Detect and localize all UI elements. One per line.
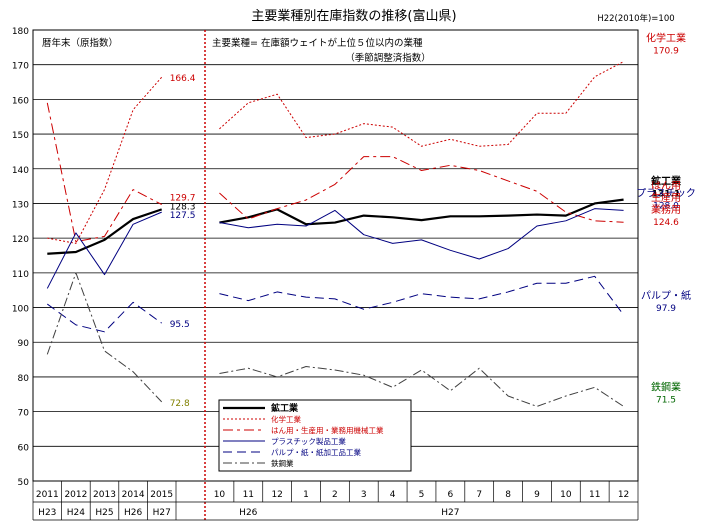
x-tick-label-month: 6 — [447, 490, 453, 500]
right-label-kagaku-name: 化学工業 — [646, 32, 686, 45]
x-tick-label-month: 12 — [618, 490, 629, 500]
y-tick-label: 160 — [12, 96, 29, 106]
right-label-pulp-value: 97.9 — [656, 304, 676, 314]
left-panel-label: 暦年末（原指数） — [42, 37, 118, 49]
right-label-hanyou-name: はん用 — [651, 180, 681, 192]
y-tick-label: 110 — [12, 270, 29, 280]
legend-label-plastic: プラスチック製品工業 — [271, 436, 346, 446]
right-panel-sublabel: （季節調整済指数） — [345, 52, 431, 64]
right-label-kagaku-value: 170.9 — [653, 47, 679, 57]
base-note: H22(2010年)=100 — [597, 13, 674, 24]
x-tick-label-month: 5 — [419, 490, 425, 500]
x-tick-label-era: H26 — [124, 508, 142, 518]
y-tick-label: 80 — [18, 374, 30, 384]
x-tick-label-month: 3 — [361, 490, 367, 500]
x-tick-label-month: 9 — [534, 490, 540, 500]
y-tick-label: 170 — [12, 62, 29, 72]
x-tick-label-month: 10 — [214, 490, 226, 500]
legend-label-hanyou: はん用・生産用・業務用機械工業 — [271, 425, 384, 435]
annual-end-label-kou: 128.3 — [170, 202, 196, 212]
series-line-kou-monthly — [219, 198, 624, 226]
right-label-tekkou-name: 鉄鋼業 — [651, 380, 681, 393]
x-era-label-h27: H27 — [441, 508, 459, 518]
x-tick-label-year: 2012 — [64, 490, 87, 500]
annual-end-label-plastic: 127.5 — [170, 211, 196, 221]
plot-border — [32, 29, 639, 482]
x-era-label-h26: H26 — [239, 508, 257, 518]
series-line-pulp-monthly — [219, 275, 624, 316]
legend-label-tekkou: 鉄鋼業 — [271, 458, 294, 468]
right-label-pulp-name: パルプ・紙 — [641, 289, 691, 302]
x-tick-label-era: H25 — [95, 508, 113, 518]
y-tick-label: 100 — [12, 305, 29, 315]
x-tick-label-year: 2014 — [122, 490, 145, 500]
right-label-kou-name: 鉱工業 — [651, 175, 682, 188]
right-label-hanyou-name: 生産用 — [651, 191, 681, 204]
x-tick-label-era: H27 — [153, 508, 171, 518]
y-tick-label: 180 — [12, 27, 29, 37]
x-tick-label-month: 10 — [560, 490, 572, 500]
x-tick-label-month: 7 — [476, 490, 482, 500]
right-panel-label: 主要業種= 在庫額ウェイトが上位５位以内の業種 — [212, 37, 423, 49]
y-tick-label: 120 — [12, 235, 29, 245]
series-line-kagaku-monthly — [219, 61, 624, 147]
series-line-pulp-annual — [47, 301, 162, 333]
annual-end-label-hanyou: 129.7 — [170, 194, 196, 204]
series-line-hanyou-annual — [46, 102, 162, 243]
x-tick-label-month: 1 — [303, 490, 309, 500]
annual-end-label-kagaku: 166.4 — [170, 74, 196, 84]
series-line-tekkou-monthly — [219, 366, 624, 407]
x-tick-label-year: 2011 — [36, 490, 59, 500]
annual-end-label-tekkou: 72.8 — [170, 399, 190, 409]
y-tick-label: 70 — [18, 409, 30, 419]
x-tick-label-month: 11 — [243, 490, 254, 500]
right-label-hanyou-value: 124.6 — [653, 218, 679, 228]
series-line-tekkou-annual — [46, 272, 163, 403]
series-line-hanyou-monthly — [219, 156, 624, 223]
x-tick-label-year: 2015 — [150, 490, 173, 500]
y-tick-label: 60 — [18, 443, 30, 453]
series-line-plastic-monthly — [219, 208, 624, 260]
x-tick-label-month: 11 — [589, 490, 600, 500]
right-label-tekkou-value: 71.5 — [656, 395, 676, 405]
right-label-hanyou-name: 業務用 — [651, 203, 681, 216]
x-tick-label-month: 8 — [505, 490, 511, 500]
right-label-plastic-value: 128.0 — [653, 201, 679, 211]
legend-label-pulp: パルプ・紙・紙加工品工業 — [271, 447, 361, 457]
x-tick-label-month: 4 — [390, 490, 396, 500]
legend-label-kou: 鉱工業 — [271, 402, 299, 414]
x-tick-label-month: 2 — [332, 490, 338, 500]
series-line-kagaku-annual — [47, 76, 163, 244]
x-tick-label-era: H23 — [38, 508, 56, 518]
chart-title: 主要業種別在庫指数の推移(富山県) — [251, 8, 456, 24]
legend-label-kagaku: 化学工業 — [271, 414, 301, 424]
y-tick-label: 150 — [12, 131, 29, 141]
y-tick-label: 50 — [18, 478, 30, 488]
x-tick-label-year: 2013 — [93, 490, 116, 500]
right-label-kou-value: 131.1 — [652, 190, 680, 200]
annual-end-label-pulp: 95.5 — [170, 320, 190, 330]
y-tick-label: 140 — [12, 166, 29, 176]
y-tick-label: 90 — [18, 339, 30, 349]
legend-box — [218, 399, 412, 472]
x-tick-label-month: 12 — [271, 490, 282, 500]
series-line-plastic-annual — [46, 211, 162, 289]
series-line-kou-annual — [47, 208, 163, 255]
right-label-plastic-name: プラスチック — [636, 187, 696, 199]
y-tick-label: 130 — [12, 200, 29, 210]
x-tick-label-era: H24 — [67, 508, 85, 518]
